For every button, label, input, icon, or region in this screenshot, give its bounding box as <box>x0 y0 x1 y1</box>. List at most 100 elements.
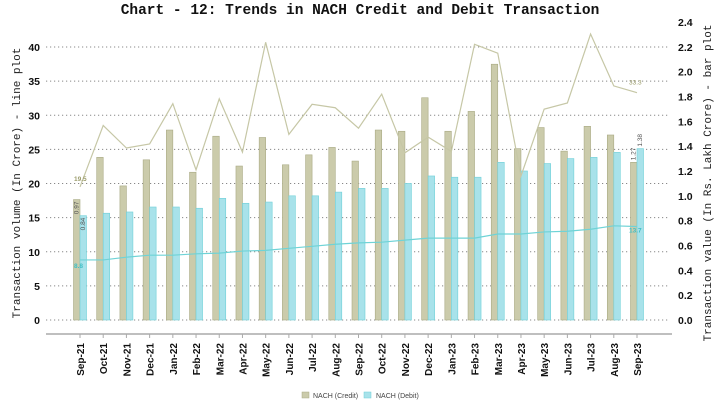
debit-bar <box>520 170 528 321</box>
x-tick-label: Nov-22 <box>401 343 412 377</box>
credit-bar <box>490 63 499 321</box>
x-axis: Sep-21 Oct-21 Nov-21 Dec-21 Jan-22 Feb-22 Mar-… <box>76 334 644 377</box>
y-right-tick-label: 1.0 <box>678 191 693 203</box>
y-axis-right: 0.0 0.2 0.4 0.6 0.8 1.0 1.2 1.4 1.6 1.8 2.0 2.2 2.4 <box>678 17 693 327</box>
debit-bar <box>358 188 366 321</box>
y-right-tick-label: 0.8 <box>678 216 693 228</box>
credit-bar <box>560 150 568 321</box>
x-tick-label: Sep-23 <box>633 343 644 376</box>
y-left-tick-label: 35 <box>28 76 40 88</box>
debit-bar <box>381 188 389 321</box>
y-left-tick-label: 40 <box>28 42 40 54</box>
debit-line-label-first: 8.8 <box>74 263 83 270</box>
debit-bar <box>474 176 482 321</box>
y-right-tick-label: 1.4 <box>678 141 693 153</box>
credit-bar <box>374 129 383 321</box>
debit-line-label-last: 13.7 <box>629 227 642 234</box>
y-right-tick-label: 0.4 <box>678 265 693 277</box>
x-tick-label: Jan-22 <box>169 343 180 375</box>
credit-bar <box>142 159 150 321</box>
debit-bar <box>636 148 644 321</box>
bars <box>73 63 644 321</box>
x-tick-label: Mar-23 <box>494 343 505 376</box>
x-tick-label: Jul-22 <box>308 343 319 372</box>
x-tick-label: May-22 <box>262 343 273 377</box>
y-axis-left-title: Transaction volume (In Crore) - line plo… <box>12 48 24 319</box>
y-right-tick-label: 1.6 <box>678 116 693 128</box>
debit-bar <box>218 198 227 321</box>
debit-bar <box>404 183 412 321</box>
debit-bar <box>172 206 180 321</box>
y-right-tick-label: 0.6 <box>678 241 693 253</box>
debit-bar <box>126 211 134 321</box>
credit-line-label-last: 33.3 <box>629 80 642 87</box>
credit-bar <box>328 147 336 321</box>
y-axis-left: 0 5 10 15 20 25 30 35 40 <box>28 42 40 327</box>
debit-bar <box>265 201 273 321</box>
debit-bar <box>149 206 157 321</box>
y-left-tick-label: 20 <box>28 179 40 191</box>
x-tick-label: Jan-23 <box>447 343 458 375</box>
x-tick-label: Aug-23 <box>610 343 621 377</box>
x-tick-label: Jul-23 <box>587 343 598 372</box>
x-tick-label: Nov-21 <box>122 343 133 377</box>
x-tick-label: Oct-21 <box>99 343 110 375</box>
credit-volume-line <box>79 32 638 188</box>
debit-bar <box>613 152 621 321</box>
y-left-tick-label: 15 <box>28 213 40 225</box>
x-tick-label: Sep-22 <box>355 343 366 376</box>
data-labels: 19.5 33.3 8.8 13.7 0.97 0.84 1.271.38 <box>74 80 645 270</box>
credit-bar <box>282 164 290 321</box>
credit-bar <box>235 165 243 321</box>
credit-bar <box>305 154 313 321</box>
x-tick-label: Aug-22 <box>331 343 342 377</box>
credit-bar <box>166 129 174 321</box>
debit-bar <box>242 202 250 321</box>
y-left-tick-label: 30 <box>28 110 40 122</box>
debit-bar <box>567 158 575 321</box>
debit-bar <box>334 191 343 321</box>
credit-bar <box>258 137 266 321</box>
credit-bar <box>606 134 615 321</box>
debit-bar <box>497 162 505 321</box>
x-tick-label: Dec-22 <box>424 343 435 376</box>
x-tick-label: Oct-22 <box>378 343 389 375</box>
credit-bar <box>583 126 591 321</box>
credit-bar <box>119 185 127 321</box>
y-right-tick-label: 0.2 <box>678 290 693 302</box>
credit-bar <box>351 160 359 321</box>
credit-bar <box>537 127 545 321</box>
y-right-tick-label: 1.8 <box>678 92 693 104</box>
debit-bar-label-last: 1.38 <box>637 134 644 147</box>
y-right-tick-label: 2.2 <box>678 42 693 54</box>
lines <box>79 32 638 261</box>
y-right-tick-label: 2.4 <box>678 17 693 29</box>
debit-bar <box>195 207 203 321</box>
debit-bar <box>451 176 459 321</box>
credit-bar <box>421 97 429 321</box>
debit-volume-line <box>80 225 638 261</box>
x-tick-label: Feb-23 <box>471 343 482 376</box>
y-left-tick-label: 0 <box>34 315 40 327</box>
credit-bar <box>398 130 406 321</box>
chart-title: Chart - 12: Trends in NACH Credit and De… <box>121 3 600 19</box>
x-tick-label: Sep-21 <box>76 343 87 376</box>
credit-bar <box>467 111 475 321</box>
y-right-tick-label: 0.0 <box>678 315 693 327</box>
x-tick-label: May-23 <box>540 343 551 377</box>
legend-label-debit: NACH (Debit) <box>376 393 419 400</box>
credit-bar-label-last: 1.27 <box>631 147 638 160</box>
debit-bar <box>79 215 87 321</box>
x-tick-label: Apr-23 <box>517 343 528 375</box>
x-tick-label: Mar-22 <box>215 343 226 376</box>
debit-bar <box>288 195 296 321</box>
credit-line-label-first: 19.5 <box>74 176 87 183</box>
debit-bar <box>427 175 435 321</box>
x-tick-label: Jun-23 <box>563 343 574 376</box>
y-left-tick-label: 25 <box>28 144 40 156</box>
x-tick-label: Apr-22 <box>238 343 249 375</box>
x-tick-label: Jun-22 <box>285 343 296 376</box>
credit-bar <box>630 162 638 321</box>
credit-bar <box>444 130 452 321</box>
